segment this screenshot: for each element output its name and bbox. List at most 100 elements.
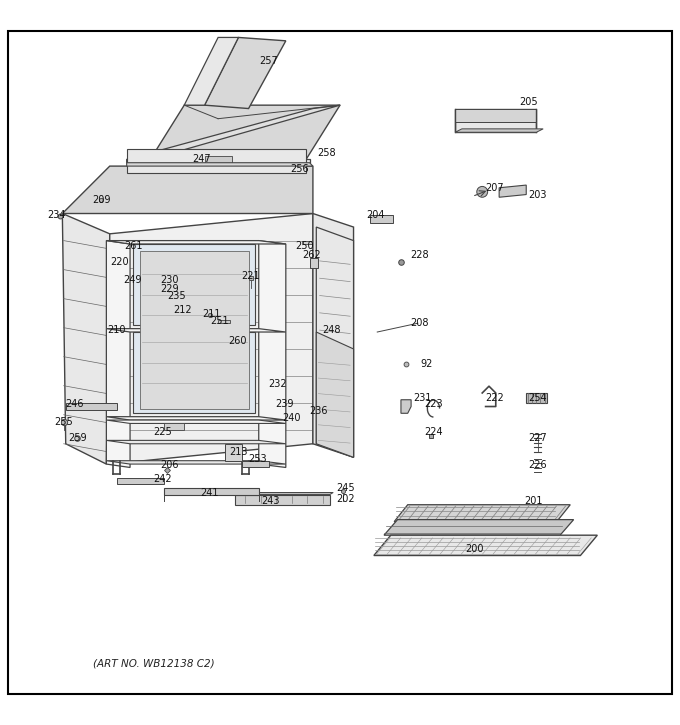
Polygon shape xyxy=(316,227,354,457)
Text: 201: 201 xyxy=(524,497,542,506)
Circle shape xyxy=(477,186,488,197)
Text: 257: 257 xyxy=(260,56,278,66)
Polygon shape xyxy=(126,162,313,166)
Polygon shape xyxy=(303,241,311,244)
Polygon shape xyxy=(455,129,543,132)
Text: 256: 256 xyxy=(290,165,309,175)
Text: 251: 251 xyxy=(210,315,228,326)
Text: 223: 223 xyxy=(424,399,443,410)
Polygon shape xyxy=(499,185,526,197)
Text: 229: 229 xyxy=(160,284,179,294)
Text: (ART NO. WB12138 C2): (ART NO. WB12138 C2) xyxy=(92,658,214,668)
Polygon shape xyxy=(235,494,330,505)
Text: 259: 259 xyxy=(68,434,86,444)
Polygon shape xyxy=(526,393,547,403)
Text: 245: 245 xyxy=(336,483,355,493)
Polygon shape xyxy=(63,166,313,213)
Text: 243: 243 xyxy=(262,497,280,506)
Text: 221: 221 xyxy=(241,271,260,281)
Text: 205: 205 xyxy=(519,96,538,107)
Polygon shape xyxy=(258,241,286,468)
Polygon shape xyxy=(126,149,306,173)
Text: 260: 260 xyxy=(228,336,246,346)
Text: 208: 208 xyxy=(411,318,429,328)
Text: 236: 236 xyxy=(309,406,328,416)
Text: 224: 224 xyxy=(424,426,443,436)
Text: 239: 239 xyxy=(275,399,294,410)
Polygon shape xyxy=(126,105,340,162)
Text: 209: 209 xyxy=(92,195,111,205)
Polygon shape xyxy=(63,213,109,464)
Text: 226: 226 xyxy=(528,460,547,471)
Text: 225: 225 xyxy=(153,426,172,436)
Polygon shape xyxy=(235,492,333,494)
Text: 250: 250 xyxy=(296,241,314,251)
Text: 222: 222 xyxy=(485,393,504,402)
Polygon shape xyxy=(106,417,286,420)
Text: 230: 230 xyxy=(160,275,179,285)
Text: 261: 261 xyxy=(124,241,143,251)
Polygon shape xyxy=(184,38,239,105)
Polygon shape xyxy=(455,109,537,132)
Text: 200: 200 xyxy=(465,544,483,554)
Text: 204: 204 xyxy=(366,210,384,220)
Text: 241: 241 xyxy=(201,487,219,497)
Text: 212: 212 xyxy=(173,304,192,315)
Polygon shape xyxy=(140,251,249,409)
Polygon shape xyxy=(309,257,318,268)
Text: 228: 228 xyxy=(411,251,429,260)
Text: 213: 213 xyxy=(229,447,248,457)
Text: 232: 232 xyxy=(269,379,287,389)
Polygon shape xyxy=(164,423,184,430)
Polygon shape xyxy=(126,160,309,162)
Text: 247: 247 xyxy=(192,154,211,165)
Text: 220: 220 xyxy=(111,257,129,268)
Text: 227: 227 xyxy=(528,434,547,444)
Text: 258: 258 xyxy=(317,148,336,157)
Text: 202: 202 xyxy=(336,494,355,505)
Text: 235: 235 xyxy=(167,291,186,301)
Polygon shape xyxy=(106,241,130,468)
Polygon shape xyxy=(205,156,232,162)
Polygon shape xyxy=(133,244,256,326)
Polygon shape xyxy=(455,109,537,122)
Polygon shape xyxy=(225,444,242,460)
Polygon shape xyxy=(106,328,286,332)
Polygon shape xyxy=(394,505,571,522)
Polygon shape xyxy=(205,38,286,109)
Text: 211: 211 xyxy=(202,309,220,319)
Text: 234: 234 xyxy=(48,210,66,220)
Text: 207: 207 xyxy=(485,183,504,193)
Polygon shape xyxy=(150,105,340,160)
Polygon shape xyxy=(164,488,258,494)
Text: 248: 248 xyxy=(322,325,341,335)
Polygon shape xyxy=(313,213,354,457)
Polygon shape xyxy=(401,399,411,413)
Polygon shape xyxy=(106,460,286,464)
Polygon shape xyxy=(66,403,116,410)
Text: 210: 210 xyxy=(107,325,126,335)
Polygon shape xyxy=(106,440,286,444)
Text: 92: 92 xyxy=(420,359,433,369)
Polygon shape xyxy=(116,478,164,484)
Text: 262: 262 xyxy=(302,251,321,260)
Polygon shape xyxy=(133,332,256,413)
Polygon shape xyxy=(218,320,231,323)
Text: 242: 242 xyxy=(153,474,172,484)
Text: 254: 254 xyxy=(528,393,547,402)
Polygon shape xyxy=(106,420,286,423)
Text: 253: 253 xyxy=(248,454,267,464)
Polygon shape xyxy=(374,535,597,555)
Polygon shape xyxy=(384,520,574,535)
Polygon shape xyxy=(242,460,269,468)
Text: 246: 246 xyxy=(65,399,84,410)
Text: 255: 255 xyxy=(54,417,73,427)
Polygon shape xyxy=(106,241,286,244)
Polygon shape xyxy=(109,213,313,464)
Text: 231: 231 xyxy=(413,393,432,402)
Text: 249: 249 xyxy=(123,275,141,285)
Polygon shape xyxy=(316,332,354,457)
Text: 240: 240 xyxy=(282,413,301,423)
Text: 203: 203 xyxy=(528,189,547,199)
Polygon shape xyxy=(371,215,393,223)
